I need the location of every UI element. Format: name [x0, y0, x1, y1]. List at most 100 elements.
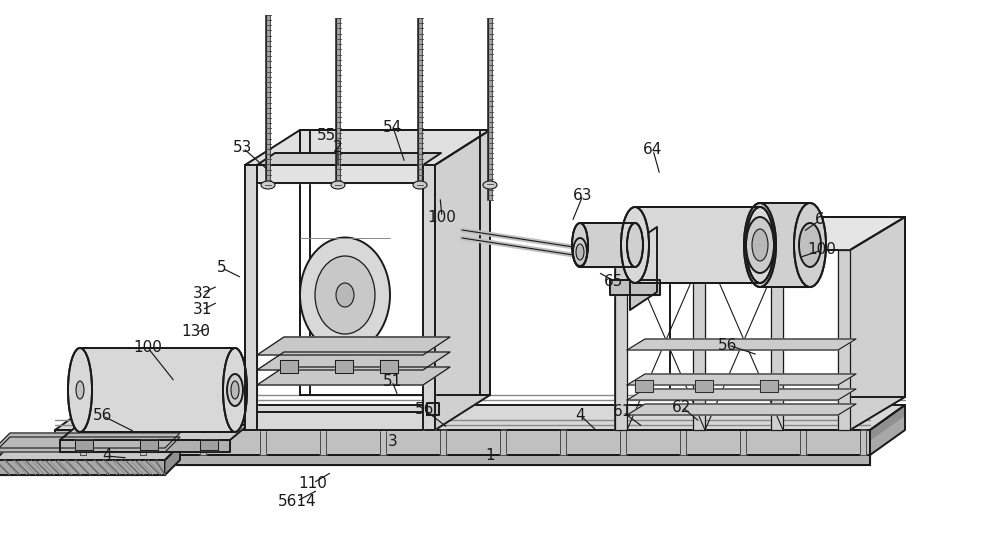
Text: 4: 4 [102, 448, 112, 464]
Polygon shape [80, 430, 86, 455]
Text: 31: 31 [192, 302, 212, 317]
Polygon shape [620, 430, 626, 455]
Polygon shape [60, 440, 230, 452]
Text: 100: 100 [428, 210, 456, 225]
Polygon shape [257, 367, 450, 385]
Polygon shape [0, 437, 180, 452]
Polygon shape [165, 445, 180, 475]
Polygon shape [75, 440, 93, 450]
Text: 51: 51 [382, 374, 402, 389]
Polygon shape [627, 339, 856, 350]
Polygon shape [870, 405, 905, 440]
Polygon shape [760, 203, 810, 287]
Text: 100: 100 [134, 341, 162, 355]
Polygon shape [140, 440, 158, 450]
Polygon shape [693, 250, 705, 430]
Ellipse shape [625, 223, 645, 267]
Text: 56: 56 [93, 408, 113, 423]
Polygon shape [245, 130, 490, 165]
Text: 5: 5 [217, 261, 227, 275]
Polygon shape [695, 380, 713, 392]
Polygon shape [627, 389, 856, 400]
Polygon shape [380, 430, 386, 455]
Ellipse shape [261, 181, 275, 189]
Ellipse shape [300, 237, 390, 353]
Text: 32: 32 [192, 285, 212, 300]
Polygon shape [140, 430, 146, 455]
Polygon shape [80, 348, 235, 432]
Ellipse shape [223, 348, 247, 432]
Text: 130: 130 [182, 325, 210, 339]
Ellipse shape [621, 207, 649, 283]
Text: 3: 3 [388, 434, 398, 449]
Polygon shape [838, 250, 850, 430]
Polygon shape [257, 153, 441, 165]
Text: 56: 56 [415, 402, 435, 417]
Text: 1: 1 [485, 448, 495, 463]
Ellipse shape [76, 381, 84, 399]
Ellipse shape [413, 181, 427, 189]
Ellipse shape [336, 283, 354, 307]
Polygon shape [630, 227, 657, 310]
Polygon shape [870, 405, 905, 455]
Ellipse shape [576, 244, 584, 260]
Polygon shape [580, 223, 635, 267]
Text: 2: 2 [333, 140, 343, 155]
Polygon shape [423, 165, 435, 430]
Text: 56: 56 [718, 337, 738, 353]
Ellipse shape [794, 203, 826, 287]
Polygon shape [257, 165, 423, 183]
Polygon shape [760, 380, 778, 392]
Polygon shape [740, 430, 746, 455]
Polygon shape [380, 360, 398, 373]
Polygon shape [860, 430, 866, 455]
Polygon shape [627, 404, 856, 415]
Polygon shape [335, 360, 353, 373]
Polygon shape [200, 440, 218, 450]
Text: 64: 64 [643, 142, 663, 157]
Ellipse shape [746, 207, 774, 283]
Polygon shape [610, 280, 660, 295]
Ellipse shape [752, 229, 768, 261]
Text: 61: 61 [613, 405, 633, 420]
Polygon shape [440, 430, 446, 455]
Polygon shape [635, 207, 760, 283]
Text: 65: 65 [604, 273, 624, 289]
Text: 110: 110 [299, 475, 327, 491]
Ellipse shape [227, 374, 243, 406]
Polygon shape [55, 455, 870, 465]
Ellipse shape [231, 381, 239, 399]
Polygon shape [427, 403, 439, 415]
Text: 5614: 5614 [278, 493, 316, 508]
Polygon shape [500, 430, 506, 455]
Polygon shape [560, 430, 566, 455]
Ellipse shape [627, 223, 643, 267]
Polygon shape [0, 460, 165, 475]
Polygon shape [435, 130, 490, 430]
Polygon shape [680, 430, 686, 455]
Polygon shape [771, 250, 783, 430]
Text: 100: 100 [808, 242, 836, 257]
Polygon shape [0, 445, 180, 460]
Polygon shape [635, 380, 653, 392]
Polygon shape [800, 430, 806, 455]
Text: 4: 4 [575, 407, 585, 422]
Text: 6: 6 [815, 213, 825, 227]
Polygon shape [615, 250, 627, 430]
Polygon shape [55, 430, 870, 455]
Polygon shape [850, 217, 905, 430]
Text: 62: 62 [672, 400, 692, 415]
Ellipse shape [573, 238, 587, 266]
Polygon shape [245, 165, 257, 430]
Ellipse shape [483, 181, 497, 189]
Ellipse shape [746, 217, 774, 273]
Ellipse shape [572, 223, 588, 267]
Polygon shape [257, 337, 450, 355]
Polygon shape [200, 430, 206, 455]
Polygon shape [257, 352, 450, 370]
Text: 63: 63 [573, 188, 593, 203]
Ellipse shape [68, 348, 92, 432]
Polygon shape [615, 217, 905, 250]
Polygon shape [260, 430, 266, 455]
Polygon shape [627, 374, 856, 385]
